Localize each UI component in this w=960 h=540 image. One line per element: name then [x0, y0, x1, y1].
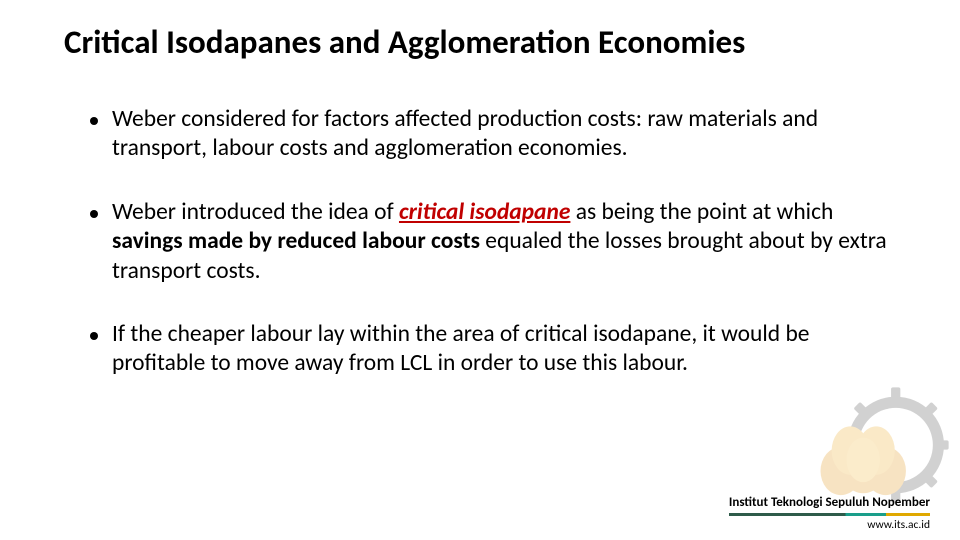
- bullet-dot: [90, 117, 98, 125]
- text-segment: Weber introduced the idea of: [112, 198, 399, 226]
- institution-logo: [795, 380, 950, 510]
- slide: Critical Isodapanes and Agglomeration Ec…: [0, 0, 960, 540]
- bullet-item: Weber considered for factors affected pr…: [90, 105, 890, 164]
- footer-divider: [729, 513, 930, 516]
- slide-body: Weber considered for factors affected pr…: [90, 105, 890, 413]
- text-segment: Weber considered for factors affected pr…: [112, 105, 818, 162]
- bullet-item: Weber introduced the idea of critical is…: [90, 198, 890, 286]
- text-segment: as being the point at which: [570, 198, 833, 226]
- bullet-text: If the cheaper labour lay within the are…: [112, 320, 890, 379]
- bullet-text: Weber introduced the idea of critical is…: [112, 198, 890, 286]
- institution-url: www.its.ac.id: [729, 518, 930, 532]
- text-segment: savings made by reduced labour costs: [112, 227, 480, 255]
- bullet-dot: [90, 210, 98, 218]
- bullet-dot: [90, 332, 98, 340]
- text-segment: If the cheaper labour lay within the are…: [112, 320, 809, 377]
- bullet-item: If the cheaper labour lay within the are…: [90, 320, 890, 379]
- text-segment: critical isodapane: [399, 198, 570, 226]
- footer: Institut Teknologi Sepuluh Nopember www.…: [729, 495, 930, 532]
- bullet-text: Weber considered for factors affected pr…: [112, 105, 890, 164]
- institution-name: Institut Teknologi Sepuluh Nopember: [729, 495, 930, 510]
- slide-title: Critical Isodapanes and Agglomeration Ec…: [64, 22, 920, 62]
